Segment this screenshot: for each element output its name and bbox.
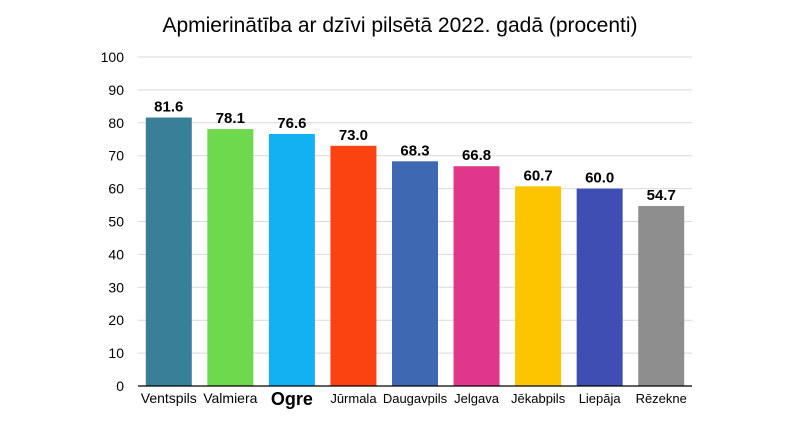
y-axis-ticks: 0 10 20 30 40 50 60 70 80 90 100 bbox=[101, 49, 125, 394]
x-tick-label: Ventspils bbox=[141, 390, 197, 406]
x-tick-label: Jēkabpils bbox=[511, 391, 566, 406]
y-tick-label: 60 bbox=[108, 181, 124, 197]
y-tick-label: 80 bbox=[108, 115, 124, 131]
y-tick-label: 30 bbox=[108, 279, 124, 295]
data-label: 60.0 bbox=[585, 170, 614, 187]
bar bbox=[268, 133, 315, 386]
y-tick-label: 50 bbox=[108, 214, 124, 230]
data-label: 66.8 bbox=[462, 147, 491, 164]
bar bbox=[207, 129, 254, 386]
y-tick-label: 0 bbox=[116, 378, 124, 394]
y-tick-label: 10 bbox=[108, 345, 124, 361]
bar bbox=[145, 117, 192, 386]
y-tick-label: 20 bbox=[108, 312, 124, 328]
data-label: 68.3 bbox=[400, 142, 429, 159]
data-label: 54.7 bbox=[647, 187, 676, 204]
data-label: 73.0 bbox=[339, 127, 368, 144]
data-label: 60.7 bbox=[524, 167, 553, 184]
x-tick-label: Jelgava bbox=[454, 391, 500, 406]
x-tick-label: Daugavpils bbox=[383, 391, 448, 406]
y-tick-label: 40 bbox=[108, 246, 124, 262]
data-label: 78.1 bbox=[216, 110, 245, 127]
bar bbox=[638, 206, 685, 386]
chart-title: Apmierinātība ar dzīvi pilsētā 2022. gad… bbox=[162, 14, 638, 37]
bar bbox=[576, 188, 623, 386]
x-tick-label: Liepāja bbox=[579, 391, 622, 406]
bars bbox=[145, 117, 685, 386]
bar bbox=[515, 186, 562, 386]
x-tick-label: Jūrmala bbox=[330, 391, 377, 406]
data-label: 76.6 bbox=[277, 115, 306, 132]
x-tick-label: Valmiera bbox=[203, 390, 257, 406]
data-labels: 81.6 78.1 76.6 73.0 68.3 66.8 60.7 60.0 54.7 bbox=[154, 99, 676, 205]
bar bbox=[392, 161, 438, 386]
x-tick-label: Rēzekne bbox=[636, 391, 687, 406]
y-tick-label: 70 bbox=[108, 148, 124, 164]
x-axis-ticks: Ventspils Valmiera Ogre Jūrmala Daugavpils Je… bbox=[141, 389, 687, 409]
data-label: 81.6 bbox=[154, 99, 183, 116]
bar bbox=[453, 166, 500, 386]
x-tick-label: Ogre bbox=[271, 389, 313, 409]
bar bbox=[330, 145, 377, 386]
y-tick-label: 100 bbox=[101, 49, 125, 65]
y-tick-label: 90 bbox=[108, 82, 124, 98]
